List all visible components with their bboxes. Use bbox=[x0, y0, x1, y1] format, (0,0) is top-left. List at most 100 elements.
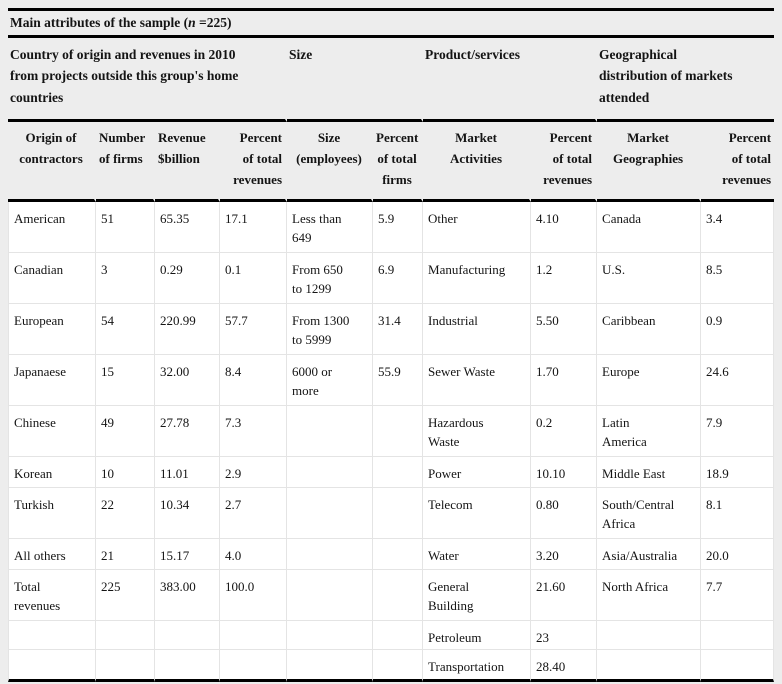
table-cell: 55.9 bbox=[373, 354, 424, 406]
table-row: Turkish 22 10.34 2.7 Telecom 0.80 South/Centra… bbox=[8, 487, 775, 539]
table-cell bbox=[373, 487, 424, 539]
table-cell: Petroleum bbox=[423, 620, 532, 651]
table-cell: Transportation bbox=[423, 650, 532, 682]
table-cell: European bbox=[8, 303, 96, 355]
table-cell: 11.01 bbox=[155, 456, 220, 488]
table-row: Korean 10 11.01 2.9 Power 10.10 Middle East 18.… bbox=[8, 456, 775, 488]
table-row: Transportation 28.40 bbox=[8, 650, 775, 682]
table-cell bbox=[597, 620, 702, 651]
table-cell: 57.7 bbox=[220, 303, 288, 355]
table-cell: 8.4 bbox=[220, 354, 288, 406]
column-header: Market Geographies bbox=[597, 121, 702, 202]
table-cell: From 650 to 1299 bbox=[287, 252, 374, 304]
column-header: Percent of total revenues bbox=[220, 121, 288, 202]
table-cell bbox=[287, 650, 374, 682]
table-cell: 0.29 bbox=[155, 252, 220, 304]
table-body: American 51 65.35 17.1 Less than 649 5.9 Other… bbox=[8, 201, 775, 682]
table-row: Canadian 3 0.29 0.1 From 650 to 1299 6.9 Manuf… bbox=[8, 252, 775, 304]
sample-attributes-table: Main attributes of the sample (n =225) C… bbox=[8, 8, 775, 682]
table-cell: 220.99 bbox=[155, 303, 220, 355]
column-header-row: Origin of contractors Number of firms Reve… bbox=[8, 121, 775, 202]
table-cell: 383.00 bbox=[155, 569, 220, 621]
table-cell: 10.34 bbox=[155, 487, 220, 539]
table-cell bbox=[287, 569, 374, 621]
table-cell: 31.4 bbox=[373, 303, 424, 355]
table-cell: 0.9 bbox=[701, 303, 775, 355]
table-cell: Sewer Waste bbox=[423, 354, 532, 406]
table-cell: Canadian bbox=[8, 252, 96, 304]
table-head: Country of origin and revenues in 2010 f… bbox=[8, 37, 775, 202]
table-cell: Turkish bbox=[8, 487, 96, 539]
column-header: Revenue $billion bbox=[155, 121, 220, 202]
group-header-row: Country of origin and revenues in 2010 f… bbox=[8, 37, 775, 122]
table-cell: Chinese bbox=[8, 405, 96, 457]
table-cell bbox=[96, 620, 155, 651]
table-cell: 225 bbox=[96, 569, 155, 621]
table-cell bbox=[287, 405, 374, 457]
table-title: Main attributes of the sample (n =225) bbox=[8, 8, 774, 38]
table-cell: Europe bbox=[597, 354, 702, 406]
table-cell: 20.0 bbox=[701, 538, 775, 570]
table-cell: 6000 or more bbox=[287, 354, 374, 406]
column-header: Percent of total revenues bbox=[701, 121, 775, 202]
table-title-suffix: =225) bbox=[195, 15, 232, 30]
table-cell: 15.17 bbox=[155, 538, 220, 570]
table-cell: 23 bbox=[531, 620, 598, 651]
table-cell: 15 bbox=[96, 354, 155, 406]
table-cell: 0.1 bbox=[220, 252, 288, 304]
table-cell bbox=[287, 538, 374, 570]
table-cell: 3.20 bbox=[531, 538, 598, 570]
table-row: Total revenues 225 383.00 100.0 General Buil… bbox=[8, 569, 775, 621]
table-row: Japanaese 15 32.00 8.4 6000 or more 55.9 Sewer… bbox=[8, 354, 775, 406]
table-cell: Other bbox=[423, 201, 532, 253]
table-title-n-symbol: n bbox=[188, 15, 196, 30]
table-cell bbox=[220, 650, 288, 682]
table-cell: North Africa bbox=[597, 569, 702, 621]
group-header: Country of origin and revenues in 2010 f… bbox=[8, 37, 288, 122]
group-header: Size bbox=[287, 37, 424, 122]
table-cell: 4.10 bbox=[531, 201, 598, 253]
table-cell bbox=[701, 620, 775, 651]
table-cell bbox=[373, 538, 424, 570]
table-cell: 17.1 bbox=[220, 201, 288, 253]
table-cell: 7.7 bbox=[701, 569, 775, 621]
table-cell: Hazardous Waste bbox=[423, 405, 532, 457]
table-cell: Caribbean bbox=[597, 303, 702, 355]
table-cell: 10.10 bbox=[531, 456, 598, 488]
table-cell: 1.70 bbox=[531, 354, 598, 406]
table-cell: 27.78 bbox=[155, 405, 220, 457]
table-cell: Power bbox=[423, 456, 532, 488]
table-cell: 10 bbox=[96, 456, 155, 488]
table-cell: All others bbox=[8, 538, 96, 570]
column-header: Size (employees) bbox=[287, 121, 374, 202]
table-cell: 3.4 bbox=[701, 201, 775, 253]
table-cell: 32.00 bbox=[155, 354, 220, 406]
table-cell: 49 bbox=[96, 405, 155, 457]
table-cell: Telecom bbox=[423, 487, 532, 539]
table-cell: 8.5 bbox=[701, 252, 775, 304]
table-row: All others 21 15.17 4.0 Water 3.20 Asia/Austra… bbox=[8, 538, 775, 570]
table-cell bbox=[220, 620, 288, 651]
table-cell: 21 bbox=[96, 538, 155, 570]
table-cell bbox=[701, 650, 775, 682]
column-header: Percent of total firms bbox=[373, 121, 424, 202]
table-row: American 51 65.35 17.1 Less than 649 5.9 Other… bbox=[8, 201, 775, 253]
table-cell: 28.40 bbox=[531, 650, 598, 682]
table-cell: 18.9 bbox=[701, 456, 775, 488]
table-cell: 6.9 bbox=[373, 252, 424, 304]
table-cell: U.S. bbox=[597, 252, 702, 304]
table-cell bbox=[287, 487, 374, 539]
table-cell bbox=[8, 620, 96, 651]
table-cell: Water bbox=[423, 538, 532, 570]
table-cell: Manufacturing bbox=[423, 252, 532, 304]
table-title-prefix: Main attributes of the sample ( bbox=[10, 15, 189, 30]
table-cell: 21.60 bbox=[531, 569, 598, 621]
table-cell: 0.80 bbox=[531, 487, 598, 539]
table-cell: 4.0 bbox=[220, 538, 288, 570]
table-cell: South/Central Africa bbox=[597, 487, 702, 539]
table-cell: Total revenues bbox=[8, 569, 96, 621]
table-cell: Less than 649 bbox=[287, 201, 374, 253]
table-cell: 3 bbox=[96, 252, 155, 304]
table-cell: From 1300 to 5999 bbox=[287, 303, 374, 355]
